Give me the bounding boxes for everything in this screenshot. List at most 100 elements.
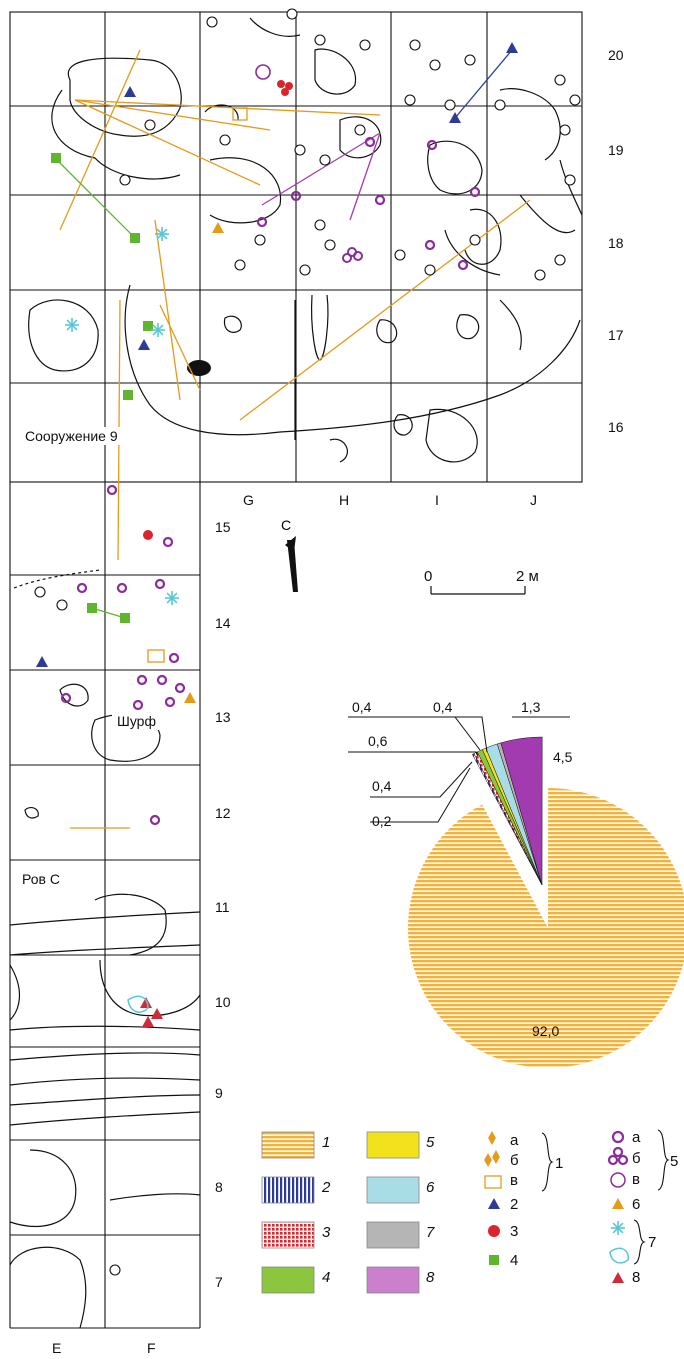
row-label-18: 18: [608, 235, 624, 251]
legend-find-b-icon: [484, 1153, 492, 1167]
legend-sym-5v-label: в: [632, 1171, 640, 1188]
green-square-marker: [143, 321, 153, 331]
triangle-6-marker: [212, 222, 224, 233]
pit-circle: [444, 99, 456, 111]
pie-label-8: 4,5: [553, 749, 573, 765]
row-label-14: 14: [215, 615, 231, 631]
pit-circle: [119, 174, 131, 186]
purple-ring-marker: [164, 696, 176, 708]
scale-bar: 0 2 м: [424, 568, 539, 595]
legend-sym-8-label: 8: [632, 1269, 640, 1286]
purple-ring-marker: [149, 814, 161, 826]
legend-cyan-shape-icon: [609, 1247, 629, 1264]
feature-contours: [9, 17, 583, 1329]
area-labels: Сооружение 9 Шурф Ров С: [22, 427, 168, 887]
cyan-star-marker: [165, 591, 179, 605]
legend-find-a-icon: [488, 1131, 496, 1145]
pie-labels: 4,5 0,4 0,4 1,3 0,6 0,4 0,2 92,0: [352, 699, 573, 1039]
legend-swatch-6: [366, 1176, 420, 1204]
pit-circle: [394, 249, 406, 261]
pie-label-5: 0,4: [433, 699, 453, 715]
legend-sym-1a-label: а: [510, 1132, 519, 1149]
pit-label: Шурф: [117, 713, 156, 729]
row-label-7: 7: [215, 1274, 223, 1290]
ditch-label: Ров С: [22, 871, 60, 887]
triangle-marker: [151, 1008, 163, 1019]
triangle-marker: [506, 42, 518, 53]
purple-ring-marker: [374, 194, 386, 206]
north-label: С: [281, 517, 291, 533]
cyan-star-marker: [155, 227, 169, 241]
purple-ring-marker: [156, 674, 168, 686]
legend-sym-2-label: 2: [510, 1196, 518, 1213]
legend-find-b-icon: [492, 1150, 500, 1164]
pit-circle: [234, 259, 246, 271]
col-label-G: G: [243, 492, 254, 508]
legend-sym-5-group: 5: [670, 1153, 678, 1170]
cyan-star-marker: [65, 318, 79, 332]
pit-circle: [34, 586, 46, 598]
purple-ring-marker: [290, 190, 302, 202]
legend-ring-a-icon: [611, 1130, 625, 1144]
row-label-15: 15: [215, 519, 231, 535]
row-label-9: 9: [215, 1085, 223, 1101]
pit-circle: [299, 264, 311, 276]
legend-sym-3-label: 3: [510, 1223, 518, 1240]
red-dot-marker: [143, 530, 153, 540]
pie-label-1: 92,0: [532, 1023, 559, 1039]
purple-ring-v-marker: [255, 64, 271, 80]
purple-ring-marker: [424, 239, 436, 251]
triangle-marker: [138, 339, 150, 350]
legend-num-7: 7: [426, 1224, 435, 1241]
pit-circle: [409, 39, 421, 51]
legend-num-1: 1: [322, 1134, 330, 1151]
purple-ring-marker: [60, 692, 72, 704]
legend-ring-b-icon: [607, 1154, 619, 1166]
legend-swatches: [261, 1130, 629, 1294]
pit-circle: [206, 16, 218, 28]
cluster-marker: [342, 253, 352, 263]
pit-circle: [424, 264, 436, 276]
structure-9-outline: [67, 57, 182, 137]
col-label-H: H: [339, 492, 349, 508]
purple-ring-marker: [364, 136, 376, 148]
legend-triangle-8-icon: [612, 1272, 624, 1283]
hearth-marker: [187, 360, 211, 376]
pit-circle: [534, 269, 546, 281]
legend-ring-b-icon: [617, 1154, 629, 1166]
pit-circle: [429, 59, 441, 71]
pit-circle: [56, 599, 68, 611]
legend-green-square-icon: [489, 1255, 499, 1265]
pit-circle: [144, 119, 156, 131]
row-label-12: 12: [215, 805, 231, 821]
green-square-marker: [123, 390, 133, 400]
purple-ring-marker: [106, 484, 118, 496]
purple-ring-marker: [76, 582, 88, 594]
pit-circle: [254, 234, 266, 246]
pit-circle: [324, 239, 336, 251]
legend-swatch-4: [261, 1266, 315, 1294]
cluster-marker: [281, 88, 289, 96]
find-v-marker: [232, 107, 248, 121]
legend-sym-6-label: 6: [632, 1196, 640, 1213]
legend-num-8: 8: [426, 1269, 435, 1286]
legend-triangle-6-icon: [612, 1198, 624, 1209]
purple-ring-marker: [162, 536, 174, 548]
row-label-11: 11: [215, 899, 230, 915]
legend-swatch-numbers: 1 2 3 4 5 6 7 8: [321, 1134, 435, 1286]
row-label-17: 17: [608, 327, 624, 343]
pit-circle: [569, 94, 581, 106]
legend-symbols-left: а б в 1 2 3 4: [510, 1132, 563, 1269]
triangle-marker: [142, 1016, 154, 1027]
pit-circle: [464, 54, 476, 66]
legend-sym-7-group: 7: [648, 1234, 656, 1251]
scale-end-label: 2 м: [516, 568, 539, 585]
triangle-marker: [449, 112, 461, 123]
purple-ring-marker: [174, 682, 186, 694]
col-label-E: E: [52, 1340, 61, 1356]
purple-ring-marker: [116, 582, 128, 594]
triangle-6-marker: [184, 692, 196, 703]
north-arrow: С: [281, 517, 298, 592]
pit-circle: [314, 219, 326, 231]
